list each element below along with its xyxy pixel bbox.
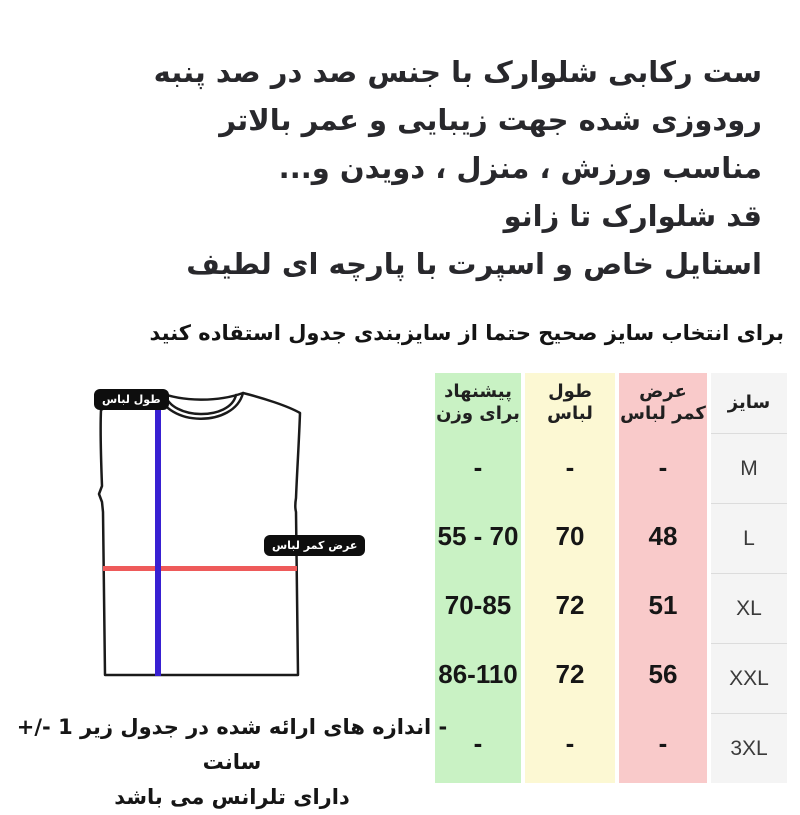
waist-cell: 48 — [648, 521, 678, 551]
length-cell: 72 — [555, 590, 585, 620]
waist-width-line — [103, 566, 297, 571]
size-cell: XL — [711, 573, 787, 643]
weight-cell: - — [473, 452, 483, 482]
collar-inner-arc — [163, 392, 238, 416]
size-cell: L — [711, 503, 787, 573]
tolerance-note: - اندازه های ارائه شده در جدول زیر ‪+/- … — [8, 710, 456, 815]
waist-cell: - — [658, 728, 668, 758]
description-line: استایل خاص و اسپرت با پارچه ای لطیف — [186, 247, 762, 281]
size-cell: XXL — [711, 643, 787, 713]
garment-length-line — [155, 390, 161, 676]
weight-cell: 55 - 70 — [437, 521, 519, 551]
header-waist-width: عرض کمر لباس — [619, 373, 707, 433]
length-cell: - — [565, 452, 575, 482]
description-line: مناسب ورزش ، منزل ، دویدن و... — [278, 151, 762, 185]
waist-label-pill: عرض کمر لباس — [264, 535, 366, 556]
description-line: قد شلوارک تا زانو — [503, 199, 762, 233]
header-length-text: طول لباس — [547, 381, 593, 424]
size-cell: 3XL — [711, 713, 787, 783]
header-size: سایز — [711, 373, 787, 433]
header-weight-line2: برای وزن — [436, 403, 520, 424]
length-cell: - — [565, 728, 575, 758]
header-weight-line1: پیشنهاد — [444, 381, 512, 402]
size-table: پیشنهاد برای وزن - 55 - 70 70-85 86-110 … — [435, 373, 787, 783]
length-cell: 72 — [555, 659, 585, 689]
header-weight-suggestion: پیشنهاد برای وزن — [435, 373, 521, 433]
size-selection-note: برای انتخاب سایز صحیح حتما از سایزبندی ج… — [149, 321, 785, 345]
shirt-diagram — [97, 390, 302, 677]
header-waist-line2: کمر لباس — [620, 403, 706, 424]
length-cell: 70 — [555, 521, 585, 551]
header-waist-line1: عرض — [639, 381, 687, 402]
product-description: ست رکابی شلوارک با جنس صد در صد پنبه رود… — [154, 48, 762, 288]
length-label-pill: طول لباس — [94, 389, 169, 410]
waist-cell: 56 — [648, 659, 678, 689]
waist-cell: 51 — [648, 590, 678, 620]
column-size: سایز M L XL XXL 3XL — [711, 373, 787, 783]
weight-cell: 70-85 — [444, 590, 512, 620]
tolerance-line: دارای تلرانس می باشد — [114, 785, 350, 809]
description-line: رودوزی شده جهت زیبایی و عمر بالاتر — [219, 103, 762, 137]
tolerance-line: - اندازه های ارائه شده در جدول زیر ‪+/- … — [16, 715, 448, 774]
column-waist-width: عرض کمر لباس - 48 51 56 - — [619, 373, 707, 783]
header-garment-length: طول لباس — [525, 373, 615, 433]
shirt-outline — [97, 390, 302, 677]
waist-cell: - — [658, 452, 668, 482]
weight-cell: - — [473, 728, 483, 758]
description-line: ست رکابی شلوارک با جنس صد در صد پنبه — [153, 55, 762, 89]
column-garment-length: طول لباس - 70 72 72 - — [525, 373, 615, 783]
header-size-text: سایز — [727, 392, 771, 413]
weight-cell: 86-110 — [438, 659, 518, 689]
column-weight-suggestion: پیشنهاد برای وزن - 55 - 70 70-85 86-110 … — [435, 373, 521, 783]
size-cell: M — [711, 433, 787, 503]
